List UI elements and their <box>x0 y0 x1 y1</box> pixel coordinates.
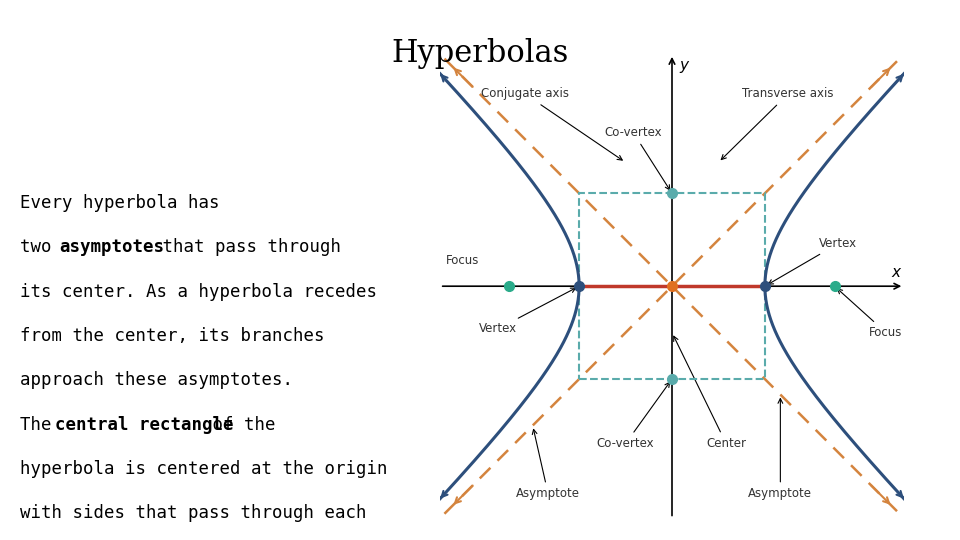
Text: y: y <box>680 58 688 73</box>
Text: Co-vertex: Co-vertex <box>605 126 670 190</box>
Text: of the: of the <box>202 416 276 434</box>
Text: hyperbola is centered at the origin: hyperbola is centered at the origin <box>20 460 388 478</box>
Text: approach these asymptotes.: approach these asymptotes. <box>20 372 293 389</box>
Text: The: The <box>20 416 62 434</box>
Text: Focus: Focus <box>837 289 902 339</box>
Text: with sides that pass through each: with sides that pass through each <box>20 504 367 522</box>
Text: Focus: Focus <box>446 254 480 267</box>
Bar <box>579 193 765 379</box>
Text: Vertex: Vertex <box>768 237 857 284</box>
Text: Center: Center <box>674 336 746 450</box>
Text: Asymptote: Asymptote <box>516 429 580 501</box>
Text: Transverse axis: Transverse axis <box>721 87 834 159</box>
Text: two: two <box>20 239 62 256</box>
Text: Hyperbolas: Hyperbolas <box>392 38 568 69</box>
Text: from the center, its branches: from the center, its branches <box>20 327 324 345</box>
Text: its center. As a hyperbola recedes: its center. As a hyperbola recedes <box>20 283 377 301</box>
Text: asymptotes: asymptotes <box>59 239 164 256</box>
Text: Every hyperbola has: Every hyperbola has <box>20 194 220 212</box>
Text: Asymptote: Asymptote <box>749 399 812 501</box>
Text: Co-vertex: Co-vertex <box>597 382 670 450</box>
Text: Conjugate axis: Conjugate axis <box>481 87 622 160</box>
Text: Vertex: Vertex <box>479 288 576 335</box>
Text: central rectangle: central rectangle <box>55 416 233 434</box>
Text: that pass through: that pass through <box>153 239 342 256</box>
Text: x: x <box>891 265 900 280</box>
